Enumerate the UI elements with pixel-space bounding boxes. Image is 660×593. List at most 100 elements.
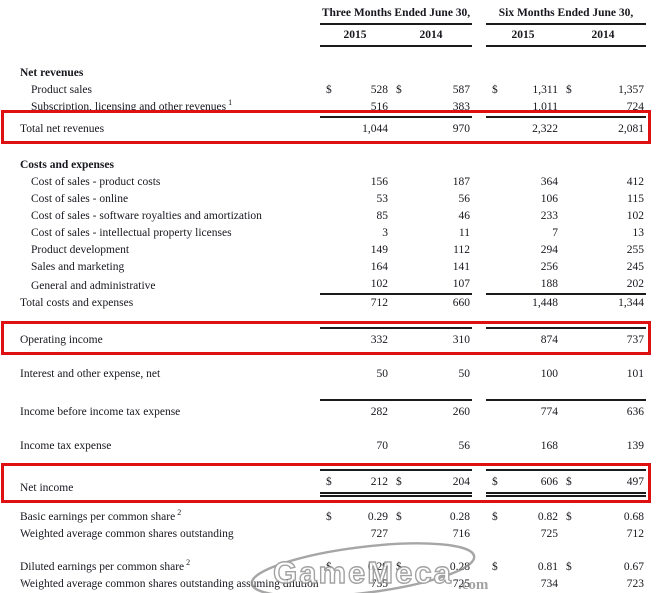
- value-cell: 260: [390, 399, 472, 421]
- value-cell: 139: [560, 438, 646, 455]
- value: 255: [626, 244, 644, 256]
- column-gap: [472, 65, 486, 82]
- footnote-ref: 2: [184, 559, 191, 568]
- value-cell: 141: [390, 259, 472, 276]
- value-cell: 1,011: [486, 99, 560, 116]
- value: 712: [626, 528, 644, 540]
- value-cell: $0.82: [486, 509, 560, 526]
- value: 260: [452, 406, 470, 418]
- value: 187: [452, 176, 470, 188]
- value: 712: [370, 297, 388, 309]
- value: 56: [458, 193, 471, 205]
- column-gap: [472, 242, 486, 259]
- value-cell: 85: [320, 208, 390, 225]
- value: 212: [370, 476, 388, 488]
- column-gap: [472, 208, 486, 225]
- value-cell: [390, 65, 472, 82]
- row-label: Interest and other expense, net: [20, 368, 161, 380]
- value-cell: [320, 65, 390, 82]
- value-cell: [320, 157, 390, 174]
- value-cell: 725: [390, 576, 472, 593]
- value-cell: $204: [390, 469, 472, 497]
- value-cell: 412: [560, 174, 646, 191]
- value: 3: [382, 227, 388, 239]
- value: 115: [627, 193, 644, 205]
- value: 245: [626, 261, 644, 273]
- value-cell: 102: [560, 208, 646, 225]
- value-cell: 712: [560, 526, 646, 543]
- column-gap: [472, 480, 486, 497]
- row-sales-and-marketing: Sales and marketing 164 141 256 245: [0, 259, 660, 276]
- value-cell: 100: [486, 366, 560, 383]
- value: 774: [540, 406, 558, 418]
- row-label: Income before income tax expense: [20, 406, 181, 418]
- value-cell: 2,081: [560, 116, 646, 138]
- value: 412: [626, 176, 644, 188]
- dollar-sign: $: [566, 561, 572, 573]
- row-total-costs-and-expenses: Total costs and expenses 712 660 1,448 1,344: [0, 295, 660, 312]
- value-cell: 102: [320, 276, 390, 295]
- value-cell: $497: [560, 469, 646, 497]
- value: 528: [370, 84, 388, 96]
- value: 332: [370, 334, 388, 346]
- dollar-sign: $: [492, 476, 498, 488]
- value-cell: [560, 157, 646, 174]
- value: 0.29: [367, 561, 388, 573]
- row-label: Subscription, licensing and other revenu…: [31, 99, 233, 113]
- row-cost-of-sales-ip-licenses: Cost of sales - intellectual property li…: [0, 225, 660, 242]
- row-product-sales: Product sales $528 $587 $1,311 $1,357: [0, 82, 660, 99]
- value-cell: 202: [560, 276, 646, 295]
- value-cell: $212: [320, 469, 390, 497]
- watermark-suffix-text: .com: [458, 577, 489, 593]
- value: 970: [452, 123, 470, 135]
- column-gap: [472, 121, 486, 138]
- dollar-sign: $: [396, 84, 402, 96]
- footnote-ref: 2: [175, 509, 182, 518]
- value: 364: [540, 176, 558, 188]
- value: 724: [626, 101, 644, 113]
- value-cell: $0.29: [320, 559, 390, 576]
- value: 725: [452, 578, 470, 590]
- row-label: Total net revenues: [20, 123, 105, 135]
- row-net-revenues-header: Net revenues: [0, 65, 660, 82]
- value-cell: 294: [486, 242, 560, 259]
- value: 497: [626, 476, 644, 488]
- value-cell: 660: [390, 295, 472, 312]
- value-cell: 2,322: [486, 116, 560, 138]
- value: 0.68: [623, 511, 644, 523]
- row-net-income: Net income $212 $204 $606 $497: [0, 469, 660, 497]
- value: 0.28: [449, 511, 470, 523]
- col-group-three-months: Three Months Ended June 30,: [320, 5, 472, 25]
- value: 0.29: [367, 511, 388, 523]
- value-cell: 7: [486, 225, 560, 242]
- value: 202: [626, 278, 644, 290]
- value: 383: [452, 101, 470, 113]
- value: 85: [376, 210, 389, 222]
- value: 727: [370, 528, 388, 540]
- row-basic-eps: Basic earnings per common share 2 $0.29 $0…: [0, 509, 660, 526]
- value-cell: 735: [320, 576, 390, 593]
- column-gap: [472, 509, 486, 526]
- dollar-sign: $: [326, 476, 332, 488]
- value: 716: [452, 528, 470, 540]
- row-label: Net income: [20, 482, 74, 494]
- dollar-sign: $: [326, 561, 332, 573]
- value-cell: 725: [486, 526, 560, 543]
- row-label: Income tax expense: [20, 440, 112, 452]
- value-cell: 723: [560, 576, 646, 593]
- row-weighted-average-shares: Weighted average common shares outstandi…: [0, 526, 660, 543]
- row-label: Net revenues: [20, 67, 84, 79]
- value-cell: 149: [320, 242, 390, 259]
- value-cell: 101: [560, 366, 646, 383]
- row-diluted-eps: Diluted earnings per common share 2 $0.29…: [0, 559, 660, 576]
- column-gap: [472, 438, 486, 455]
- year-header-6m-2015: 2015: [486, 27, 560, 47]
- value-cell: 364: [486, 174, 560, 191]
- value: 1,311: [532, 84, 558, 96]
- value-cell: $0.81: [486, 559, 560, 576]
- value: 156: [370, 176, 388, 188]
- value: 53: [376, 193, 389, 205]
- row-income-before-income-tax-expense: Income before income tax expense 282 260 77…: [0, 399, 660, 421]
